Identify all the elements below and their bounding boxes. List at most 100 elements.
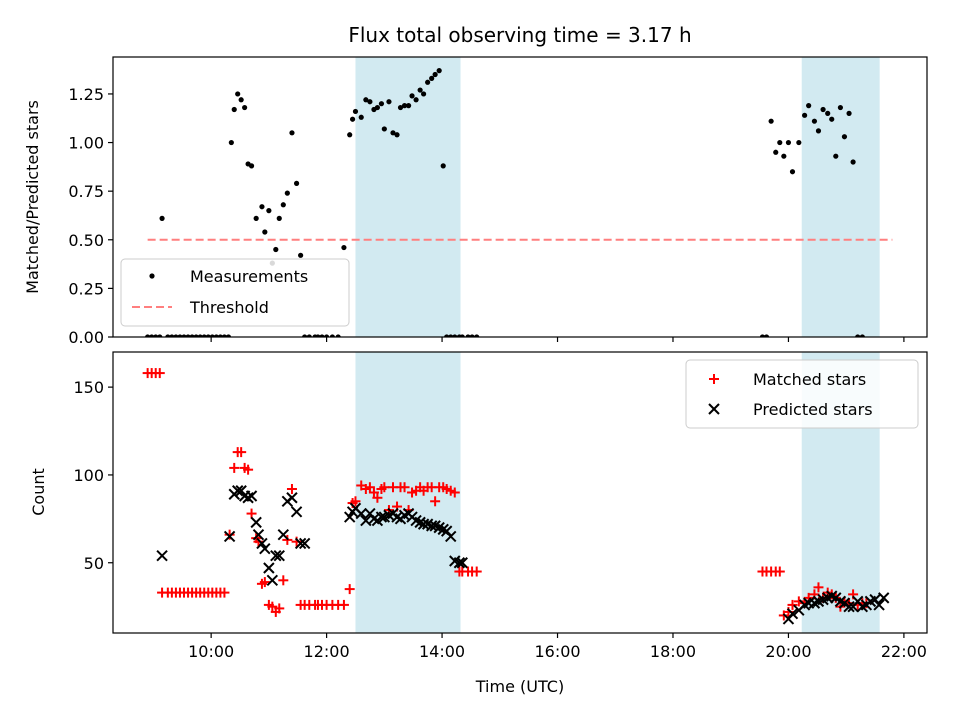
legend-threshold-label: Threshold — [189, 298, 269, 317]
legend-predicted-stars-label: Predicted stars — [753, 400, 873, 419]
measurement-point — [177, 334, 183, 337]
measurement-point — [363, 97, 369, 103]
measurement-point — [262, 229, 268, 235]
predicted-stars-point — [873, 599, 885, 611]
measurement-point — [829, 116, 835, 122]
x-tick-label: 16:00 — [534, 642, 580, 661]
legend-matched-stars-marker — [709, 374, 719, 384]
matched-stars-point — [267, 601, 278, 612]
bottom-y-tick-label: 150 — [73, 378, 104, 397]
predicted-stars-point — [266, 574, 279, 587]
measurement-point — [872, 0, 877, 3]
measurement-point — [841, 134, 848, 140]
measurement-point — [815, 128, 822, 134]
measurement-point — [876, 0, 881, 3]
measurement-point — [440, 163, 446, 169]
measurement-point — [785, 139, 792, 146]
x-axis-label: Time (UTC) — [475, 677, 564, 696]
measurement-point — [347, 132, 353, 138]
measurement-point — [474, 334, 480, 337]
matched-stars-point — [243, 464, 254, 475]
predicted-stars-point — [343, 511, 356, 523]
measurement-point — [276, 215, 282, 221]
measurement-point — [773, 149, 779, 155]
measurement-point — [289, 130, 295, 136]
matched-stars-point — [229, 462, 240, 473]
top-axes-frame — [112, 56, 928, 338]
measurement-point — [378, 101, 385, 107]
measurement-point — [228, 139, 234, 146]
predicted-stars-point — [290, 506, 303, 518]
measurement-point — [302, 334, 308, 337]
predicted-stars-point — [453, 557, 466, 569]
matched-stars-point — [253, 536, 264, 547]
measurement-point — [465, 334, 471, 337]
measurement-point — [429, 75, 435, 81]
measurement-point — [284, 190, 290, 196]
measurement-point — [329, 334, 335, 337]
predicted-stars-point — [223, 530, 236, 543]
measurement-point — [149, 334, 155, 337]
top-y-tick-label: 1.25 — [68, 85, 104, 104]
measurement-point — [394, 132, 400, 138]
measurement-point — [213, 334, 219, 337]
matched-stars-point — [344, 584, 355, 595]
measurement-point — [859, 334, 865, 337]
measurement-point — [205, 334, 211, 337]
predicted-stars-point — [294, 537, 307, 550]
measurement-point — [436, 68, 442, 74]
predicted-stars-point — [245, 490, 258, 502]
measurement-point — [820, 106, 826, 113]
predicted-stars-point — [786, 607, 799, 620]
matched-stars-point — [399, 482, 410, 493]
predicted-stars-point — [256, 537, 268, 550]
measurement-point — [280, 202, 286, 208]
measurement-point — [386, 99, 392, 105]
measurement-point — [352, 108, 359, 115]
bottom-panel: 50 100 150 10:00 12:00 14:00 16:00 18:00 20:00 22… — [73, 351, 928, 661]
measurement-point — [159, 215, 165, 221]
measurement-point — [825, 110, 831, 116]
measurement-point — [469, 334, 475, 337]
matched-stars-point — [787, 599, 798, 610]
measurement-point — [273, 246, 279, 253]
matched-stars-point — [364, 482, 375, 493]
predicted-stars-point — [456, 557, 468, 569]
matched-stars-point — [154, 368, 165, 379]
predicted-stars-point — [252, 528, 265, 541]
matched-stars-point — [224, 529, 235, 540]
matched-stars-point — [259, 577, 270, 588]
measurement-point — [846, 110, 852, 116]
measurement-point — [173, 334, 179, 337]
predicted-stars-point — [231, 485, 244, 497]
matched-stars-point — [471, 566, 482, 577]
measurement-point — [417, 87, 423, 93]
matched-stars-point — [379, 482, 390, 493]
measurement-point — [145, 334, 151, 337]
matched-stars-point — [449, 487, 460, 498]
measurement-point — [153, 334, 159, 337]
measurement-point — [459, 334, 465, 337]
measurement-point — [781, 153, 787, 159]
legend-measurements-label: Measurements — [190, 267, 308, 286]
predicted-stars-point — [250, 516, 262, 529]
measurement-point — [397, 104, 404, 111]
measurement-point — [864, 0, 869, 3]
matched-stars-point — [350, 496, 361, 507]
measurement-point — [777, 139, 783, 146]
matched-stars-point — [274, 603, 285, 614]
measurement-point — [298, 252, 304, 258]
measurement-point — [341, 244, 347, 251]
x-tick-label: 10:00 — [188, 642, 234, 661]
predicted-stars-point — [843, 600, 855, 613]
matched-stars-point — [286, 483, 297, 494]
predicted-stars-point — [877, 592, 890, 604]
x-tick-label: 12:00 — [304, 642, 350, 661]
measurement-point — [448, 334, 454, 337]
measurement-point — [266, 208, 272, 214]
measurement-point — [259, 204, 265, 210]
measurement-point — [886, 0, 891, 3]
predicted-stars-point — [263, 562, 275, 574]
legend-matched-stars-label: Matched stars — [753, 370, 866, 389]
measurement-point — [811, 118, 818, 124]
